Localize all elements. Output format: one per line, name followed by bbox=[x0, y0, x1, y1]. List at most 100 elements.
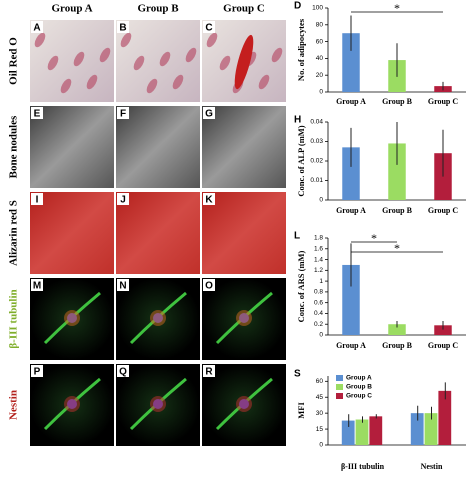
bar bbox=[410, 413, 424, 445]
x-tick-label: Nestin bbox=[421, 462, 443, 471]
y-tick-label: 80 bbox=[316, 22, 324, 29]
row-label: Nestin bbox=[8, 390, 20, 420]
legend-swatch bbox=[336, 393, 343, 399]
soma bbox=[64, 310, 80, 326]
cell bbox=[146, 78, 158, 94]
x-tick-label: Group C bbox=[428, 206, 459, 215]
x-tick-label: β-III tubulin bbox=[341, 462, 385, 471]
bar bbox=[434, 325, 452, 335]
bar bbox=[388, 324, 406, 335]
cell bbox=[60, 78, 72, 94]
panel-letter-bg bbox=[203, 365, 215, 377]
panel-letter: M bbox=[33, 281, 41, 292]
soma bbox=[150, 396, 166, 412]
micrograph bbox=[202, 192, 286, 274]
panel-letter-bg bbox=[117, 21, 129, 33]
panel-letter: K bbox=[205, 195, 213, 206]
bar bbox=[342, 147, 360, 200]
cell bbox=[271, 47, 283, 63]
chart-letter: H bbox=[294, 115, 301, 126]
panel-letter-bg bbox=[203, 21, 215, 33]
y-tick-label: 20 bbox=[316, 72, 324, 79]
y-tick-label: 0.01 bbox=[310, 177, 323, 184]
panel-letter: Q bbox=[119, 367, 127, 378]
y-tick-label: 0.8 bbox=[314, 289, 323, 296]
panel-letter-bg bbox=[31, 365, 43, 377]
x-tick-label: Group B bbox=[382, 97, 413, 106]
y-tick-label: 0 bbox=[319, 442, 323, 449]
cell bbox=[86, 74, 98, 90]
cell bbox=[172, 74, 184, 90]
row-label: Alizarin red S bbox=[8, 200, 20, 266]
bar bbox=[369, 416, 383, 445]
row-label: Oil Red O bbox=[8, 37, 20, 85]
panel-letter-bg bbox=[117, 107, 129, 119]
panel-letter: J bbox=[120, 195, 126, 206]
panel-letter: C bbox=[205, 23, 212, 34]
panel-letter: F bbox=[120, 109, 126, 120]
panel-letter: N bbox=[119, 281, 126, 292]
panel-letter-bg bbox=[203, 193, 215, 205]
y-axis-label: Conc. of ALP (mM) bbox=[296, 125, 306, 196]
cell bbox=[185, 47, 197, 63]
cell bbox=[219, 55, 231, 71]
panel-letter: B bbox=[119, 23, 126, 34]
y-tick-label: 100 bbox=[312, 5, 323, 12]
panel-letter-bg bbox=[117, 193, 129, 205]
panel-letter-bg bbox=[203, 279, 215, 291]
x-tick-label: Group B bbox=[382, 341, 413, 350]
cell bbox=[159, 51, 171, 67]
panel-letter: P bbox=[34, 367, 41, 378]
y-tick-label: 0 bbox=[319, 89, 323, 96]
y-tick-label: 0.6 bbox=[314, 299, 323, 306]
panel-letter: G bbox=[205, 109, 213, 120]
y-tick-label: 0 bbox=[319, 197, 323, 204]
y-tick-label: 0.2 bbox=[314, 321, 323, 328]
cell bbox=[99, 47, 111, 63]
y-tick-label: 1.4 bbox=[314, 256, 323, 263]
soma bbox=[236, 396, 252, 412]
cell bbox=[234, 34, 254, 90]
panel-letter-bg bbox=[31, 21, 43, 33]
legend-label: Group C bbox=[346, 393, 372, 400]
micrograph bbox=[30, 192, 114, 274]
cell bbox=[34, 32, 46, 48]
y-tick-label: 1.6 bbox=[314, 245, 323, 252]
y-axis-label: Conc. of ARS (mM) bbox=[296, 250, 306, 322]
x-tick-label: Group C bbox=[428, 341, 459, 350]
y-tick-label: 15 bbox=[316, 426, 324, 433]
x-tick-label: Group B bbox=[382, 206, 413, 215]
column-header: Group A bbox=[51, 3, 92, 15]
panel-letter-bg bbox=[31, 279, 43, 291]
panel-letter: A bbox=[33, 23, 40, 34]
column-header: Group B bbox=[137, 3, 179, 15]
soma bbox=[64, 396, 80, 412]
panel-letter: E bbox=[34, 109, 41, 120]
y-tick-label: 60 bbox=[316, 38, 324, 45]
panel-letter-bg bbox=[203, 107, 215, 119]
column-header: Group C bbox=[223, 3, 265, 15]
significance-label: * bbox=[394, 1, 400, 15]
y-tick-label: 0 bbox=[319, 332, 323, 339]
soma bbox=[150, 310, 166, 326]
panel-letter: R bbox=[205, 367, 213, 378]
y-tick-label: 1.2 bbox=[314, 267, 323, 274]
y-axis-label: No. of adipocytes bbox=[296, 18, 306, 81]
chart-letter: L bbox=[294, 231, 300, 242]
legend-swatch bbox=[336, 384, 343, 390]
row-label: Bone nodules bbox=[8, 115, 20, 178]
panel-letter: I bbox=[36, 195, 39, 206]
bar bbox=[342, 33, 360, 92]
significance-label: * bbox=[371, 231, 377, 245]
y-tick-label: 0.4 bbox=[314, 310, 323, 317]
panel-letter-bg bbox=[31, 107, 43, 119]
y-tick-label: 45 bbox=[316, 394, 324, 401]
chart-letter: S bbox=[294, 369, 301, 380]
y-tick-label: 1.8 bbox=[314, 235, 323, 242]
x-tick-label: Group A bbox=[336, 206, 366, 215]
cell bbox=[73, 51, 85, 67]
bar bbox=[341, 420, 355, 445]
panel-letter-bg bbox=[117, 279, 129, 291]
significance-label: * bbox=[394, 241, 400, 255]
